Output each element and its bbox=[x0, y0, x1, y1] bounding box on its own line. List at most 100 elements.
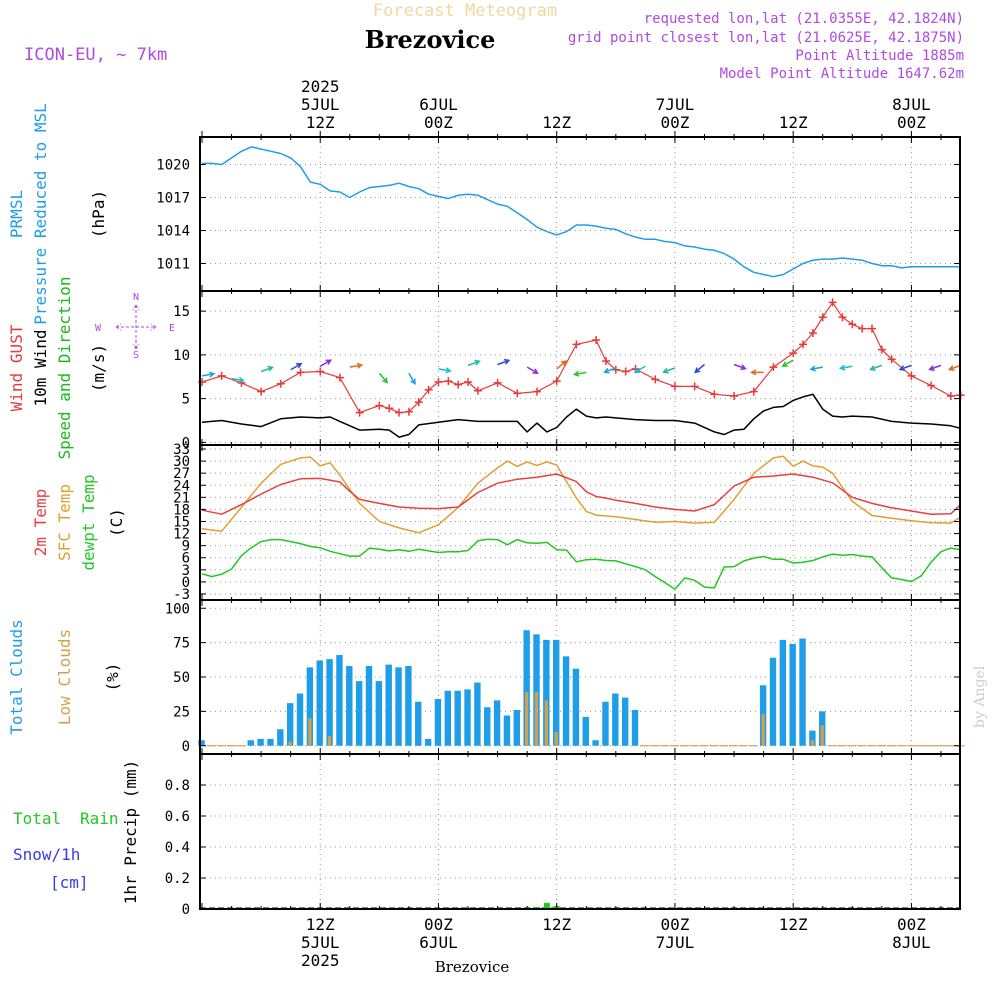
gust-marker bbox=[316, 367, 325, 376]
total-cloud-bar bbox=[267, 738, 274, 746]
total-cloud-bar bbox=[543, 639, 550, 746]
gust-marker bbox=[907, 371, 916, 380]
y-tick-label: 27 bbox=[173, 466, 190, 482]
gust-marker bbox=[730, 392, 739, 400]
wind-arrow bbox=[928, 364, 942, 371]
wind-axis-label: Wind GUST bbox=[7, 324, 26, 411]
precip-frame bbox=[199, 753, 961, 910]
total-cloud-bar bbox=[336, 655, 343, 746]
wind-arrow bbox=[467, 359, 481, 367]
gust-marker bbox=[464, 378, 473, 386]
wind-arrow bbox=[694, 363, 705, 374]
y-tick-label: 15 bbox=[173, 304, 190, 320]
gust-marker bbox=[601, 357, 610, 365]
y-tick-label: 0 bbox=[182, 575, 190, 591]
low-cloud-bar bbox=[810, 740, 814, 746]
model-altitude: Model Point Altitude 1647.62m bbox=[720, 66, 964, 82]
wind-arrow bbox=[733, 363, 747, 371]
gust-marker bbox=[434, 378, 443, 386]
total-cloud-bar bbox=[809, 730, 816, 746]
temperature-axis-label: (C) bbox=[107, 508, 126, 537]
total-cloud-bar bbox=[572, 668, 580, 746]
y-tick-label: 3 bbox=[182, 563, 190, 579]
total-cloud-bar bbox=[799, 638, 806, 746]
gust-marker bbox=[749, 387, 758, 396]
requested-coords: requested lon,lat (21.0355E, 42.1824N) bbox=[644, 11, 964, 27]
wind-arrow bbox=[231, 376, 245, 383]
gust-marker bbox=[927, 381, 936, 390]
wind-arrow bbox=[603, 367, 617, 374]
total-cloud-bar bbox=[602, 701, 609, 746]
wind-arrow bbox=[869, 364, 883, 371]
y-tick-label: 100 bbox=[165, 601, 190, 617]
total-cloud-bar bbox=[306, 667, 314, 746]
wind-arrow bbox=[781, 359, 794, 367]
y-tick-label: 1011 bbox=[156, 257, 190, 273]
top-time-label: 7JUL bbox=[656, 95, 695, 114]
total-cloud-bar bbox=[592, 740, 599, 746]
clouds-axis-label: Total Clouds bbox=[7, 619, 26, 735]
clouds-axis-label: Low Clouds bbox=[55, 629, 74, 725]
compass-e: E bbox=[169, 323, 175, 334]
wind-arrow bbox=[526, 366, 539, 374]
total-cloud-bar bbox=[257, 738, 264, 746]
total-cloud-bar bbox=[424, 738, 432, 746]
y-tick-label: 24 bbox=[173, 478, 190, 494]
footer-location: Brezovice bbox=[435, 958, 510, 976]
watermark: by Angel bbox=[972, 665, 988, 728]
y-tick-label: 6 bbox=[182, 551, 190, 567]
total-rain-label: Total bbox=[13, 809, 61, 828]
total-cloud-bar bbox=[779, 639, 787, 746]
total-cloud-bar bbox=[365, 666, 373, 746]
gust-marker bbox=[473, 386, 482, 395]
total-cloud-bar bbox=[769, 657, 777, 746]
wind-axis-label: Speed and Direction bbox=[55, 276, 74, 459]
total-cloud-bar bbox=[405, 666, 412, 746]
location-title: Brezovice bbox=[365, 25, 496, 54]
y-tick-label: 5 bbox=[182, 392, 190, 408]
point-altitude: Point Altitude 1885m bbox=[795, 48, 964, 64]
gust-marker bbox=[670, 382, 679, 391]
total-cloud-bar bbox=[513, 710, 520, 746]
wind-axis-label: (m/s) bbox=[89, 344, 108, 392]
total-cloud-bar bbox=[247, 740, 254, 746]
total-cloud-bar bbox=[631, 710, 639, 746]
top-time-label: 00Z bbox=[897, 113, 926, 132]
wind-arrow bbox=[408, 372, 416, 385]
wind-arrow bbox=[898, 364, 912, 371]
gust-marker bbox=[385, 404, 394, 413]
wind-arrow bbox=[633, 365, 646, 374]
gust-marker bbox=[257, 387, 266, 396]
y-tick-label: 50 bbox=[173, 670, 190, 686]
total-cloud-bar bbox=[523, 630, 530, 746]
product-title: Forecast Meteogram bbox=[373, 1, 557, 21]
total-cloud-bar bbox=[444, 690, 452, 746]
bottom-time-label: 8JUL bbox=[892, 933, 931, 952]
snow-label: Snow/1h bbox=[13, 845, 80, 864]
total-cloud-bar bbox=[296, 693, 304, 746]
gust-marker bbox=[690, 382, 699, 391]
wind-arrow bbox=[378, 372, 389, 384]
temperature-axis-label: dewpt Temp bbox=[79, 474, 98, 570]
wind-arrow bbox=[497, 358, 511, 366]
total-cloud-bar bbox=[355, 681, 363, 746]
gust-marker bbox=[533, 387, 542, 396]
y-tick-label: 30 bbox=[173, 454, 190, 470]
low-cloud-bar bbox=[820, 725, 824, 746]
low-cloud-bar bbox=[288, 741, 292, 746]
wind-arrow bbox=[809, 365, 823, 372]
gust-marker bbox=[217, 371, 226, 380]
clouds-axis-label: (%) bbox=[103, 663, 122, 692]
low-cloud-bar bbox=[308, 718, 312, 746]
gust-marker bbox=[799, 340, 808, 349]
top-time-label: 00Z bbox=[660, 113, 689, 132]
y-tick-label: 75 bbox=[173, 636, 190, 652]
gust-marker bbox=[838, 313, 847, 322]
total-cloud-bar bbox=[395, 667, 402, 746]
bottom-time-label: 5JUL bbox=[301, 933, 340, 952]
gust-marker bbox=[454, 380, 463, 389]
gust-marker bbox=[848, 320, 857, 329]
total-cloud-bar bbox=[454, 690, 461, 746]
gust-marker bbox=[493, 378, 502, 387]
